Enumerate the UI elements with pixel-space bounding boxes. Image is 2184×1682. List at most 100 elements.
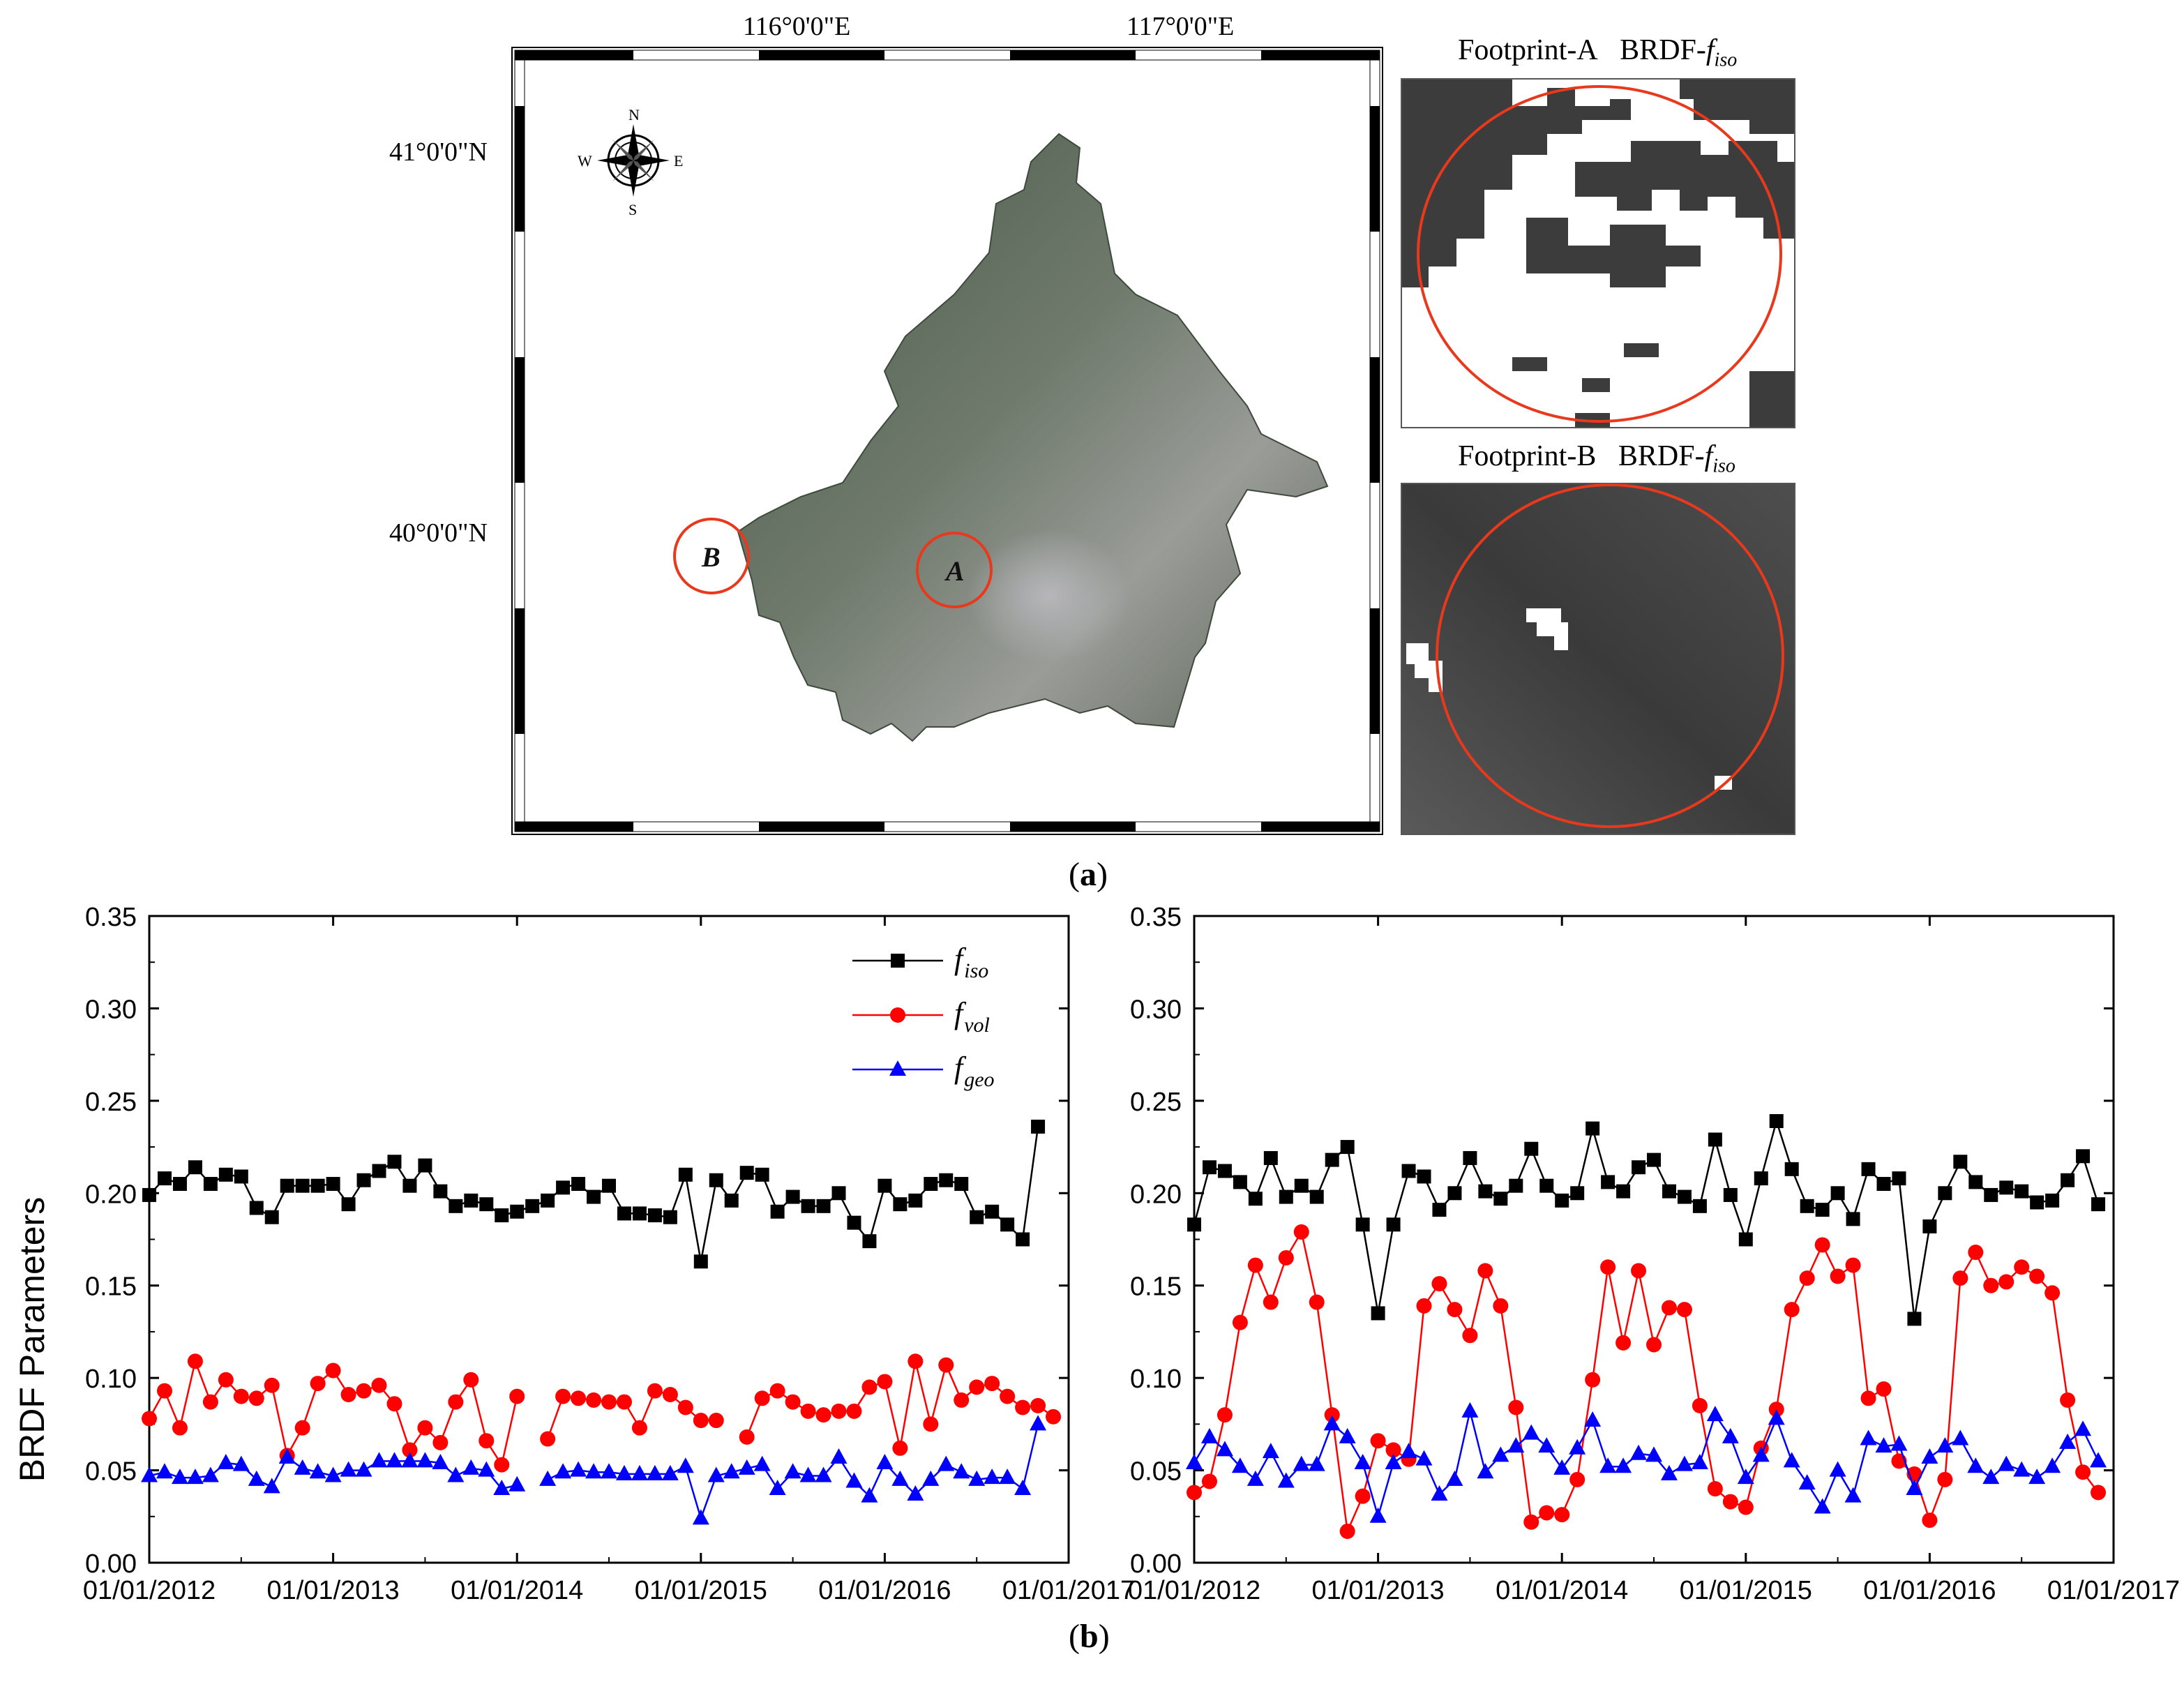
legend-marker [891, 954, 905, 968]
f_iso-point [510, 1204, 525, 1219]
f_iso-point [418, 1158, 432, 1173]
f_geo-point [1216, 1441, 1233, 1457]
frame-left-ticks [514, 59, 1380, 823]
f_iso-point [464, 1193, 479, 1208]
f_geo-point [447, 1466, 465, 1482]
f_iso-point [1524, 1141, 1539, 1156]
f_vol-point [1278, 1249, 1294, 1266]
f_geo-point [248, 1470, 265, 1486]
f_iso-point [739, 1166, 754, 1180]
footprint-a-title: Footprint-A BRDF-fiso [1458, 33, 1737, 71]
f_vol-point [677, 1399, 693, 1416]
f_geo-point [1844, 1487, 1862, 1503]
f_iso-point [1248, 1192, 1263, 1206]
f_iso-point [1769, 1113, 1784, 1128]
f_iso-point [1355, 1217, 1370, 1232]
f_iso-point [218, 1167, 233, 1182]
f_geo-point [309, 1463, 326, 1479]
f_vol-point [1676, 1302, 1692, 1318]
f_geo-point [1936, 1437, 1954, 1453]
f_vol-point [1015, 1399, 1031, 1416]
f_iso-point [203, 1177, 218, 1192]
footprint-b-param: BRDF- [1618, 440, 1705, 472]
f_vol-point [1845, 1257, 1861, 1273]
f_geo-point [601, 1463, 617, 1479]
f_vol-point [861, 1379, 878, 1395]
f_geo-point [217, 1453, 234, 1469]
f_iso-point [356, 1173, 371, 1187]
f_iso-point [663, 1210, 677, 1224]
f_iso-point [295, 1178, 310, 1193]
x-tick-label: 01/01/2013 [267, 1576, 400, 1605]
f_vol-point [2044, 1285, 2061, 1301]
footprint-a-f: f [1705, 34, 1715, 66]
f_vol-point [662, 1386, 678, 1402]
f_vol-point [172, 1420, 188, 1436]
lat-label-41: 41°0'0"N [389, 137, 488, 167]
f_geo-point [1645, 1446, 1662, 1462]
f_geo-point [1507, 1437, 1525, 1453]
f_vol-point [1030, 1397, 1046, 1413]
footprint-b-title: Footprint-B BRDF-fiso [1458, 440, 1735, 477]
f_geo-point [401, 1452, 419, 1468]
f_iso-point [188, 1160, 202, 1175]
f_geo-point [1461, 1402, 1479, 1418]
x-tick-label: 01/01/2012 [1128, 1576, 1260, 1605]
f_iso-point [387, 1155, 402, 1169]
f_geo-point [984, 1469, 1001, 1485]
f_iso-point [1677, 1189, 1692, 1204]
f_geo-point [1186, 1453, 1203, 1469]
x-tick-label: 01/01/2017 [1002, 1576, 1135, 1605]
f_vol-point [1462, 1328, 1478, 1344]
f_geo-point [1952, 1429, 1969, 1446]
f_iso-point [402, 1178, 417, 1193]
f_geo-point [1200, 1427, 1218, 1443]
y-tick-label: 0.00 [1130, 1549, 1182, 1579]
legend-label: fvol [954, 996, 990, 1037]
lon-label-117: 117°0'0"E [1127, 12, 1235, 41]
f_vol-point [2060, 1392, 2076, 1408]
f_iso-point [157, 1171, 172, 1186]
beijing-region [737, 133, 1329, 742]
f_geo-point [2028, 1469, 2046, 1485]
f_iso-point [862, 1234, 877, 1249]
f_geo-point [738, 1459, 755, 1475]
footprint-b-f: f [1704, 440, 1713, 472]
f_iso-point [1217, 1164, 1232, 1178]
f_vol-point [325, 1362, 341, 1379]
f_vol-point [218, 1372, 234, 1388]
f_iso-point [1647, 1152, 1661, 1167]
f_iso-point [1340, 1140, 1355, 1155]
f_iso-point [724, 1193, 739, 1208]
f_vol-point [1493, 1298, 1509, 1314]
f_vol-point [1830, 1268, 1846, 1284]
f_geo-point [186, 1469, 204, 1485]
f_iso-point [556, 1180, 571, 1195]
f_geo-point [646, 1464, 663, 1480]
f_geo-point [1569, 1439, 1586, 1455]
f_geo-point [171, 1469, 188, 1485]
f_geo-point [432, 1453, 449, 1469]
f_geo-point [1875, 1437, 1892, 1453]
f_geo-point [968, 1470, 986, 1486]
f_vol-point [1385, 1442, 1401, 1458]
f_geo-point [876, 1453, 894, 1469]
f_vol-point [1355, 1488, 1371, 1504]
x-tick-label: 01/01/2012 [83, 1576, 216, 1605]
site-B-circle [673, 518, 750, 594]
f_iso-point [525, 1199, 540, 1213]
f_iso-point [571, 1177, 586, 1192]
f_iso-point [1586, 1121, 1600, 1136]
f_geo-point [1492, 1446, 1509, 1462]
f_iso-point [1708, 1132, 1722, 1147]
lon-label-116: 116°0'0"E [743, 12, 851, 41]
f_iso-point [1233, 1175, 1247, 1189]
f_geo-point [1906, 1480, 1923, 1496]
f_iso-point [632, 1206, 647, 1221]
f_geo-point [539, 1470, 557, 1486]
f_iso-point [1539, 1178, 1554, 1193]
f_vol-point [1187, 1485, 1202, 1501]
f_vol-point [142, 1411, 157, 1427]
f_geo-point [585, 1463, 603, 1479]
f_iso-point [939, 1173, 954, 1187]
